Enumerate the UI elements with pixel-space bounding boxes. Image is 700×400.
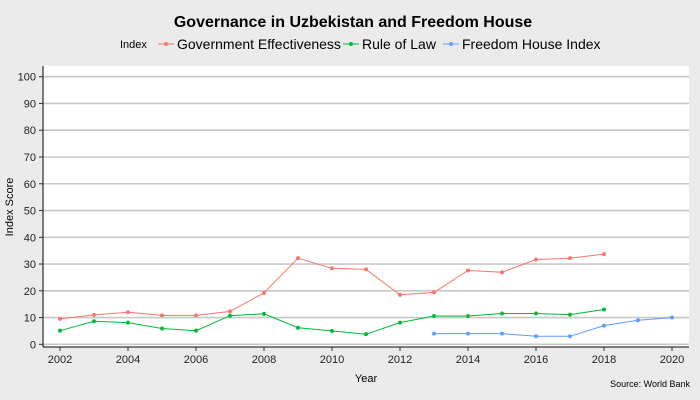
legend-label: Freedom House Index <box>462 36 601 52</box>
data-point-government-effectiveness <box>466 268 470 273</box>
data-point-rule-of-law <box>568 312 572 317</box>
axes: 0 10 20 30 40 50 60 70 80 90 100 2002 2004 2006 2008 20… <box>18 66 689 366</box>
legend-item: Freedom House Index <box>443 36 601 52</box>
legend-key-point <box>349 42 353 46</box>
data-point-rule-of-law <box>126 320 130 325</box>
data-point-rule-of-law <box>92 319 96 324</box>
data-point-freedom-house-index <box>602 323 606 328</box>
x-tick-label: 2002 <box>48 354 72 366</box>
y-tick-label: 30 <box>24 259 36 271</box>
data-point-rule-of-law <box>466 313 470 318</box>
data-point-freedom-house-index <box>432 331 436 336</box>
x-tick-label: 2010 <box>320 354 344 366</box>
series-government-effectiveness <box>58 252 606 321</box>
data-point-government-effectiveness <box>534 257 538 262</box>
x-tick-label: 2006 <box>184 354 208 366</box>
chart-title: Governance in Uzbekistan and Freedom Hou… <box>174 14 532 31</box>
x-tick-label: 2004 <box>116 354 140 366</box>
y-tick-label: 10 <box>24 313 36 325</box>
plot-panel <box>43 66 689 347</box>
y-tick-label: 40 <box>24 232 36 244</box>
legend-title: Index <box>120 39 147 51</box>
data-point-rule-of-law <box>160 326 164 331</box>
data-point-government-effectiveness <box>364 267 368 272</box>
legend-item: Rule of Law <box>343 36 437 52</box>
data-point-rule-of-law <box>534 311 538 316</box>
y-tick-label: 100 <box>18 72 36 84</box>
data-point-government-effectiveness <box>228 309 232 314</box>
data-point-government-effectiveness <box>194 313 198 318</box>
data-point-freedom-house-index <box>670 315 674 320</box>
data-point-government-effectiveness <box>330 266 334 271</box>
data-point-government-effectiveness <box>92 312 96 317</box>
data-point-rule-of-law <box>432 313 436 318</box>
data-point-rule-of-law <box>398 320 402 325</box>
data-point-government-effectiveness <box>126 310 130 315</box>
data-point-freedom-house-index <box>636 318 640 323</box>
y-axis-title: Index Score <box>4 178 16 237</box>
data-point-government-effectiveness <box>568 256 572 261</box>
legend-key-point <box>164 42 168 46</box>
data-point-government-effectiveness <box>432 290 436 295</box>
legend: Index Government Effectiveness Rule of Law… <box>120 36 601 52</box>
x-tick-label: 2008 <box>252 354 276 366</box>
data-point-rule-of-law <box>58 328 62 333</box>
data-point-rule-of-law <box>194 328 198 333</box>
data-point-government-effectiveness <box>296 256 300 261</box>
legend-label: Rule of Law <box>362 36 437 52</box>
x-axis-title: Year <box>355 373 378 385</box>
x-tick-label: 2018 <box>592 354 616 366</box>
y-tick-label: 0 <box>30 339 36 351</box>
data-point-rule-of-law <box>602 307 606 312</box>
series-rule-of-law <box>58 307 606 337</box>
gridlines <box>43 75 689 346</box>
x-tick-label: 2012 <box>388 354 412 366</box>
legend-key-point <box>449 42 453 46</box>
x-tick-label: 2016 <box>524 354 548 366</box>
x-tick-label: 2020 <box>660 354 684 366</box>
source-caption: Source: World Bank <box>610 379 690 389</box>
data-point-rule-of-law <box>500 311 504 316</box>
y-tick-label: 90 <box>24 98 36 110</box>
data-point-government-effectiveness <box>398 292 402 297</box>
series-layer <box>58 252 674 339</box>
series-line-freedom-house-index <box>434 317 673 337</box>
data-point-government-effectiveness <box>160 313 164 318</box>
y-tick-label: 20 <box>24 286 36 298</box>
data-point-rule-of-law <box>262 311 266 316</box>
data-point-government-effectiveness <box>500 270 504 275</box>
data-point-rule-of-law <box>228 313 232 318</box>
data-point-government-effectiveness <box>602 252 606 257</box>
y-tick-label: 50 <box>24 206 36 218</box>
data-point-government-effectiveness <box>58 316 62 321</box>
y-tick-label: 70 <box>24 152 36 164</box>
y-tick-label: 80 <box>24 125 36 137</box>
legend-label: Government Effectiveness <box>177 36 341 52</box>
data-point-government-effectiveness <box>262 290 266 295</box>
y-tick-label: 60 <box>24 179 36 191</box>
data-point-rule-of-law <box>296 325 300 330</box>
data-point-rule-of-law <box>330 328 334 333</box>
legend-item: Government Effectiveness <box>158 36 341 52</box>
data-point-freedom-house-index <box>500 331 504 336</box>
x-tick-label: 2014 <box>456 354 480 366</box>
data-point-rule-of-law <box>364 332 368 337</box>
data-point-freedom-house-index <box>534 334 538 339</box>
data-point-freedom-house-index <box>568 334 572 339</box>
data-point-freedom-house-index <box>466 331 470 336</box>
series-freedom-house-index <box>432 315 674 339</box>
